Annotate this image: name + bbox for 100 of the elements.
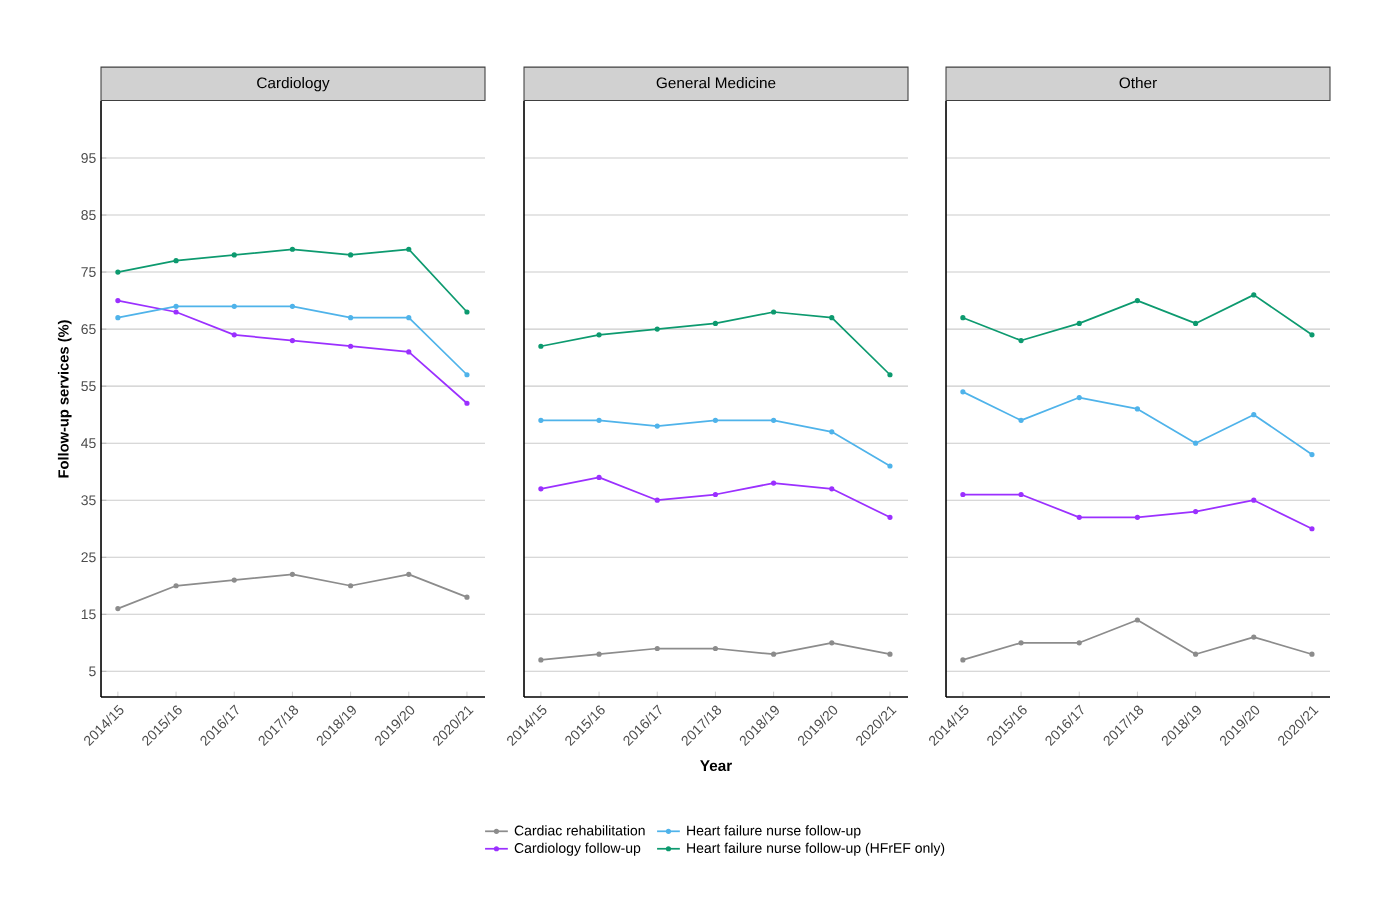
- y-tick-label: 5: [89, 666, 96, 677]
- point: [289, 246, 296, 252]
- point: [348, 343, 354, 349]
- point: [1134, 617, 1141, 623]
- point: [231, 332, 237, 338]
- point: [406, 315, 412, 321]
- point: [1309, 526, 1315, 532]
- point: [464, 372, 470, 378]
- point: [1134, 406, 1141, 412]
- point: [1193, 440, 1199, 446]
- point: [538, 486, 544, 492]
- point: [1251, 497, 1257, 503]
- point: [596, 651, 602, 657]
- point: [887, 463, 893, 469]
- y-axis-title: Follow-up services (%): [57, 320, 72, 478]
- point: [289, 337, 296, 344]
- y-tick-label: 95: [81, 153, 96, 163]
- point: [1076, 320, 1082, 327]
- point: [173, 583, 179, 589]
- point: [231, 577, 237, 583]
- point: [1018, 417, 1024, 423]
- point: [887, 514, 893, 520]
- point: [887, 372, 893, 378]
- point: [654, 326, 660, 332]
- point: [1193, 651, 1199, 657]
- point: [1251, 412, 1257, 418]
- point: [406, 246, 412, 252]
- legend-label: Heart failure nurse follow-up: [687, 825, 861, 839]
- point: [712, 491, 719, 498]
- point: [1076, 514, 1082, 520]
- legend-label: Cardiology follow-up: [514, 842, 641, 856]
- point: [596, 417, 602, 423]
- point: [771, 480, 777, 486]
- x-axis-title: Year: [700, 760, 732, 772]
- point: [1309, 451, 1315, 458]
- point: [960, 315, 966, 321]
- point: [1018, 491, 1024, 498]
- point: [654, 645, 660, 652]
- point: [289, 571, 296, 577]
- point: [1251, 634, 1257, 640]
- point: [1251, 292, 1257, 298]
- point: [538, 343, 544, 349]
- point: [231, 303, 237, 309]
- chart-title: Cardiology: [257, 77, 330, 92]
- chart-title: General Medicine: [656, 77, 776, 89]
- point: [538, 657, 544, 663]
- point: [1134, 298, 1141, 304]
- point: [538, 417, 544, 423]
- point: [712, 417, 719, 423]
- y-tick-label: 65: [81, 324, 96, 335]
- point: [115, 298, 121, 304]
- point: [654, 423, 660, 429]
- y-tick-label: 85: [81, 210, 96, 221]
- point: [596, 332, 602, 338]
- point: [348, 583, 354, 589]
- point: [1134, 514, 1141, 520]
- point: [596, 474, 602, 481]
- point: [1018, 640, 1024, 646]
- point: [173, 309, 179, 315]
- point: [1018, 337, 1024, 344]
- point: [712, 320, 719, 327]
- point: [829, 315, 835, 321]
- point: [115, 315, 121, 321]
- point: [960, 491, 966, 498]
- point: [406, 349, 412, 355]
- point: [829, 429, 835, 435]
- point: [464, 309, 470, 315]
- y-tick-label: 35: [81, 495, 96, 506]
- point: [348, 315, 354, 321]
- point: [960, 389, 966, 395]
- point: [1309, 651, 1315, 657]
- point: [115, 605, 121, 612]
- point: [406, 571, 412, 577]
- point: [173, 258, 179, 264]
- point: [1193, 509, 1199, 515]
- point: [1076, 394, 1082, 401]
- point: [464, 594, 470, 600]
- point: [829, 640, 835, 646]
- y-tick-label: 55: [81, 381, 96, 392]
- y-tick-label: 45: [81, 438, 96, 449]
- point: [1193, 320, 1199, 327]
- point: [654, 497, 660, 503]
- point: [173, 303, 179, 309]
- point: [712, 645, 719, 652]
- point: [1309, 332, 1315, 338]
- y-tick-label: 15: [81, 609, 96, 620]
- y-tick-label: 25: [81, 552, 96, 563]
- point: [231, 252, 237, 258]
- point: [887, 651, 893, 657]
- y-tick-label: 75: [81, 267, 96, 277]
- point: [771, 309, 777, 315]
- chart-title: Other: [1119, 77, 1157, 89]
- legend-label: Heart failure nurse follow-up (HFrEF only): [687, 842, 945, 856]
- point: [289, 303, 296, 309]
- point: [771, 651, 777, 657]
- point: [464, 400, 470, 406]
- point: [1076, 640, 1082, 646]
- point: [348, 252, 354, 258]
- legend-label: Cardiac rehabilitation: [514, 825, 645, 836]
- point: [771, 417, 777, 423]
